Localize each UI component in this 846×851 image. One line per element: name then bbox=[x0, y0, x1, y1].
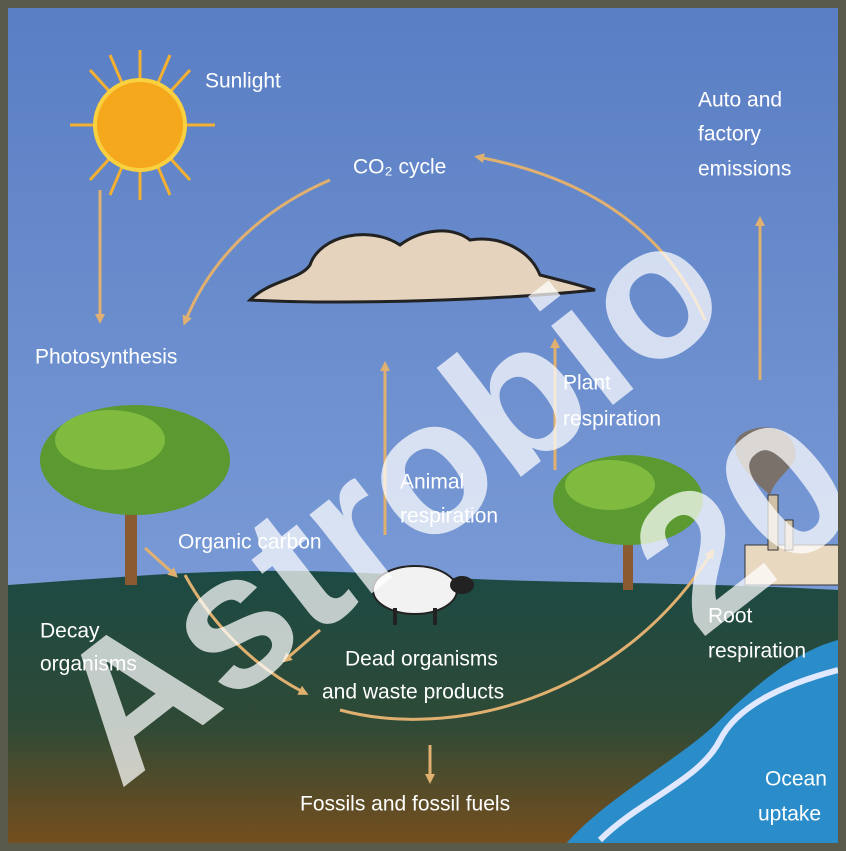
label: Photosynthesis bbox=[35, 346, 177, 369]
label: Sunlight bbox=[205, 70, 281, 93]
label: CO₂ cycle bbox=[353, 156, 446, 179]
label: Ocean bbox=[765, 768, 827, 791]
label: uptake bbox=[758, 803, 821, 826]
label: and waste products bbox=[322, 681, 504, 704]
label: Dead organisms bbox=[345, 648, 498, 671]
label: emissions bbox=[698, 158, 791, 181]
diagram: Sunlight CO₂ cycle Auto and factory emis… bbox=[0, 0, 846, 851]
label: Auto and bbox=[698, 89, 782, 112]
label: Fossils and fossil fuels bbox=[300, 793, 510, 816]
label: factory bbox=[698, 123, 762, 146]
